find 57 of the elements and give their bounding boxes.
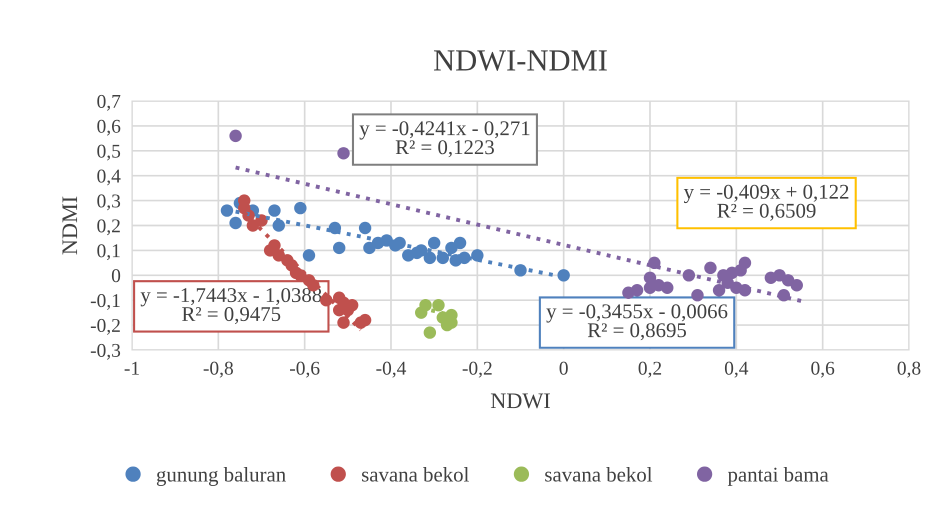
point bbox=[712, 284, 726, 296]
y-tick-label: 0,2 bbox=[97, 219, 120, 236]
point bbox=[424, 252, 436, 264]
y-tick-label: 0,7 bbox=[97, 94, 120, 111]
y-tick-label: 0,1 bbox=[97, 244, 120, 260]
x-tick-label: 0,8 bbox=[898, 362, 920, 378]
legend-label: savana bekol bbox=[545, 467, 652, 482]
point bbox=[436, 252, 450, 264]
point bbox=[337, 316, 350, 329]
x-axis-title: NDWI bbox=[490, 394, 550, 408]
chart-title: NDWI-NDMI bbox=[434, 50, 607, 71]
point bbox=[294, 202, 307, 214]
y-tick-label: -0,2 bbox=[90, 318, 120, 335]
annotation: y = -0,4241x - 0,271 R² = 0,1223 bbox=[359, 121, 530, 158]
point bbox=[661, 282, 674, 294]
y-tick-label: 0,6 bbox=[97, 120, 120, 136]
y-tick-label: 0 bbox=[112, 269, 120, 282]
annotation: y = -0,409x + 0,122 R² = 0,6509 bbox=[684, 184, 848, 221]
x-tick-label: 0,6 bbox=[811, 362, 834, 378]
y-tick-label: 0,5 bbox=[97, 144, 120, 161]
point bbox=[424, 326, 436, 339]
point bbox=[471, 249, 484, 262]
point bbox=[302, 249, 316, 262]
y-tick-label: 0,4 bbox=[97, 170, 121, 186]
point bbox=[229, 216, 242, 230]
x-tick-label: -1 bbox=[124, 362, 139, 375]
point bbox=[630, 284, 644, 296]
point bbox=[738, 256, 752, 270]
legend-label: pantai bama bbox=[728, 467, 828, 486]
point bbox=[454, 236, 466, 250]
x-tick-label: 0,2 bbox=[638, 362, 662, 378]
point bbox=[229, 130, 242, 142]
point bbox=[332, 242, 346, 254]
y-tick-label: -0,1 bbox=[90, 294, 120, 310]
point bbox=[432, 298, 445, 312]
y-tick-label: -0,3 bbox=[90, 344, 120, 360]
annotation: y = -0,3455x - 0,0066 R² = 0,8695 bbox=[546, 304, 728, 340]
point bbox=[358, 314, 372, 326]
point bbox=[790, 279, 803, 292]
point bbox=[704, 262, 717, 274]
legend-label: savana bekol bbox=[362, 467, 469, 482]
legend-label: gunung baluran bbox=[156, 467, 286, 486]
x-tick-label: -0,4 bbox=[376, 362, 406, 378]
point bbox=[268, 204, 281, 217]
x-tick-label: -0,6 bbox=[290, 362, 320, 378]
point bbox=[691, 289, 704, 302]
y-tick-label: 0,3 bbox=[97, 194, 120, 210]
y-axis-title: NDMI bbox=[62, 196, 78, 254]
point bbox=[220, 204, 234, 217]
x-tick-label: 0 bbox=[560, 362, 568, 375]
point bbox=[358, 222, 372, 234]
x-tick-label: -0,2 bbox=[462, 362, 492, 378]
x-tick-label: 0,4 bbox=[724, 362, 748, 378]
point bbox=[337, 147, 350, 160]
x-tick-label: -0,8 bbox=[204, 362, 233, 378]
point bbox=[428, 236, 440, 250]
annotation: y = -1,7443x - 1,0388 R² = 0,9475 bbox=[140, 288, 322, 324]
